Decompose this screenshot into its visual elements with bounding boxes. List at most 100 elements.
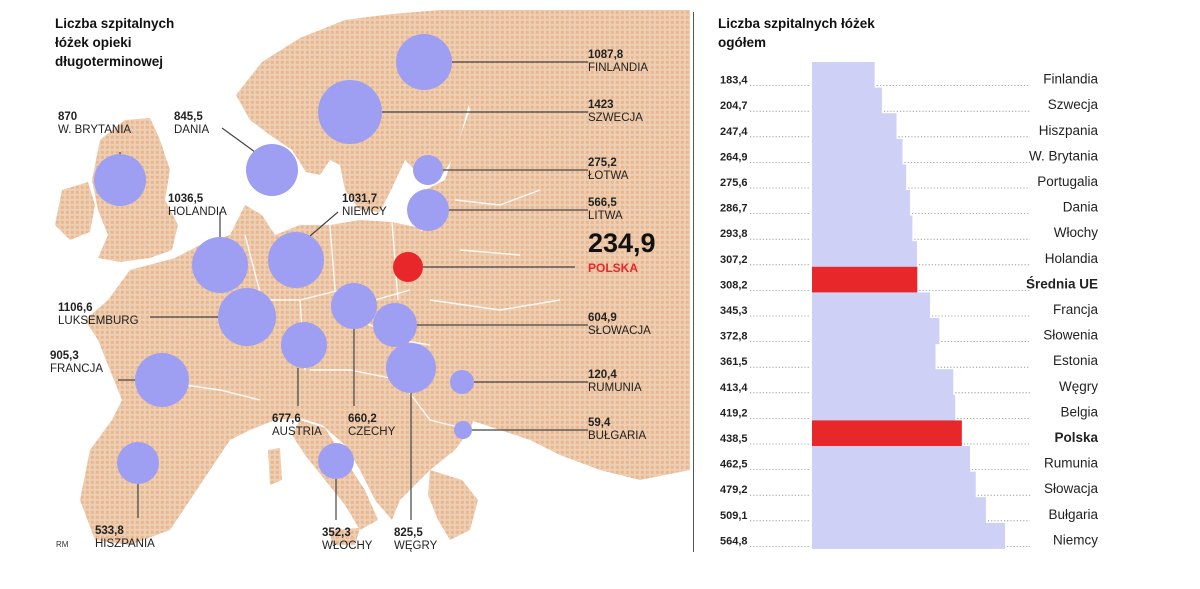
bar-category-rumunia: Rumunia — [1044, 456, 1099, 471]
bar-value-hiszpania: 247,4 — [720, 126, 748, 138]
bubble-country-bułgaria: BUŁGARIA — [588, 430, 646, 442]
bar-w-brytania — [812, 138, 903, 165]
bubble-węgry — [386, 343, 436, 393]
credit: RM — [56, 540, 69, 549]
bar-dania — [812, 190, 910, 217]
bubble-value-niemcy: 1031,7 — [342, 193, 377, 205]
bar-category-włochy: Włochy — [1054, 225, 1099, 240]
bar-value-polska: 438,5 — [720, 433, 748, 445]
poland-value: 234,9 — [588, 228, 656, 258]
bubble-austria — [281, 322, 327, 368]
bar-hiszpania — [812, 113, 897, 140]
bar-category-w-brytania: W. Brytania — [1029, 148, 1099, 163]
bar-value-portugalia: 275,6 — [720, 177, 748, 189]
bar-chart-panel: 183,4 Finlandia 204,7 Szwecja 247,4 Hiszpania… — [700, 0, 1200, 589]
bar-value-francja: 345,3 — [720, 305, 748, 317]
bubble-country-luksemburg: LUKSEMBURG — [58, 315, 139, 327]
bar-value-węgry: 413,4 — [720, 382, 748, 394]
bubble-value-włochy: 352,3 — [322, 527, 351, 539]
bubble-niemcy — [268, 232, 324, 288]
bar-słowacja — [812, 471, 976, 498]
bubble-value-holandia: 1036,5 — [168, 193, 204, 205]
bubble-litwa — [407, 189, 449, 231]
bar-estonia — [812, 343, 936, 370]
bar-value-holandia: 307,2 — [720, 254, 748, 266]
bar-category-hiszpania: Hiszpania — [1039, 123, 1099, 138]
bubble-value-austria: 677,6 — [272, 413, 301, 425]
panel-divider — [693, 12, 694, 552]
bubble-value-węgry: 825,5 — [394, 527, 423, 539]
bubble-country-włochy: WŁOCHY — [322, 540, 373, 552]
bubble-hiszpania — [117, 442, 159, 484]
bubble-country-hiszpania: HISZPANIA — [95, 538, 155, 550]
bubble-value-w-brytania: 870 — [58, 111, 77, 123]
bar-value-średnia-ue: 308,2 — [720, 279, 748, 291]
leader-line-dania — [221, 127, 256, 153]
bubble-finlandia — [396, 34, 452, 90]
bar-value-w-brytania: 264,9 — [720, 151, 748, 163]
bubble-luksemburg — [218, 288, 276, 346]
bar-holandia — [812, 241, 917, 268]
bar-polska — [812, 420, 962, 447]
bar-portugalia — [812, 164, 907, 191]
bubble-country-niemcy: NIEMCY — [342, 206, 387, 218]
bubble-value-łotwa: 275,2 — [588, 157, 617, 169]
bar-węgry — [812, 369, 954, 396]
bubble-value-słowacja: 604,9 — [588, 312, 617, 324]
bar-finlandia — [812, 62, 875, 89]
map-land-7 — [330, 528, 360, 545]
bar-category-węgry: Węgry — [1059, 379, 1098, 394]
bubble-value-czechy: 660,2 — [348, 413, 377, 425]
bar-category-dania: Dania — [1063, 200, 1099, 215]
map-land-4 — [80, 205, 480, 545]
bubble-country-czechy: CZECHY — [348, 426, 396, 438]
bar-słowenia — [812, 318, 940, 345]
map-border-11 — [459, 249, 521, 256]
bar-category-holandia: Holandia — [1045, 251, 1099, 266]
bar-value-belgia: 419,2 — [720, 407, 748, 419]
bubble-czechy — [331, 283, 377, 329]
bar-category-belgia: Belgia — [1060, 404, 1098, 419]
bubble-value-szwecja: 1423 — [588, 99, 614, 111]
bar-value-finlandia: 183,4 — [720, 75, 748, 87]
bubble-value-dania: 845,5 — [174, 111, 203, 123]
bubble-country-słowacja: SŁOWACJA — [588, 325, 651, 337]
bubble-value-francja: 905,3 — [50, 350, 79, 362]
bar-value-rumunia: 462,5 — [720, 459, 748, 471]
bubble-country-litwa: LITWA — [588, 210, 623, 222]
bar-value-włochy: 293,8 — [720, 228, 748, 240]
bubble-rumunia — [450, 370, 474, 394]
bar-francja — [812, 292, 930, 319]
bar-category-słowenia: Słowenia — [1043, 328, 1098, 343]
bubble-country-węgry: WĘGRY — [394, 540, 438, 552]
bubble-value-rumunia: 120,4 — [588, 369, 617, 381]
bubble-country-holandia: HOLANDIA — [168, 206, 227, 218]
bar-value-dania: 286,7 — [720, 203, 748, 215]
map-title: Liczba szpitalnych łóżek opieki długoter… — [55, 16, 175, 69]
bubble-country-finlandia: FINLANDIA — [588, 62, 648, 74]
bar-value-estonia: 361,5 — [720, 356, 748, 368]
bar-category-finlandia: Finlandia — [1043, 72, 1098, 87]
bubble-w-brytania — [94, 154, 146, 206]
bar-value-bułgaria: 509,1 — [720, 510, 748, 522]
bar-category-francja: Francja — [1053, 302, 1099, 317]
bar-category-polska: Polska — [1054, 430, 1098, 445]
map-border-12 — [429, 299, 561, 311]
map-border-4 — [329, 224, 336, 291]
bar-category-szwecja: Szwecja — [1048, 97, 1099, 112]
bubble-value-finlandia: 1087,8 — [588, 49, 624, 61]
bar-value-niemcy: 564,8 — [720, 535, 748, 547]
bubble-country-austria: AUSTRIA — [272, 426, 322, 438]
map-land-3 — [55, 182, 95, 240]
map-land-6 — [268, 448, 282, 485]
bar-niemcy — [812, 522, 1005, 549]
bar-chart-title: Liczba szpitalnych łóżek ogółem — [718, 16, 875, 50]
map-border-10 — [454, 189, 541, 206]
bubble-country-rumunia: RUMUNIA — [588, 382, 642, 394]
poland-country: POLSKA — [588, 261, 638, 275]
bar-category-portugalia: Portugalia — [1037, 174, 1098, 189]
bubble-francja — [135, 353, 189, 407]
bar-włochy — [812, 215, 913, 242]
bubble-bułgaria — [454, 421, 472, 439]
bubble-value-luksemburg: 1106,6 — [58, 302, 93, 314]
